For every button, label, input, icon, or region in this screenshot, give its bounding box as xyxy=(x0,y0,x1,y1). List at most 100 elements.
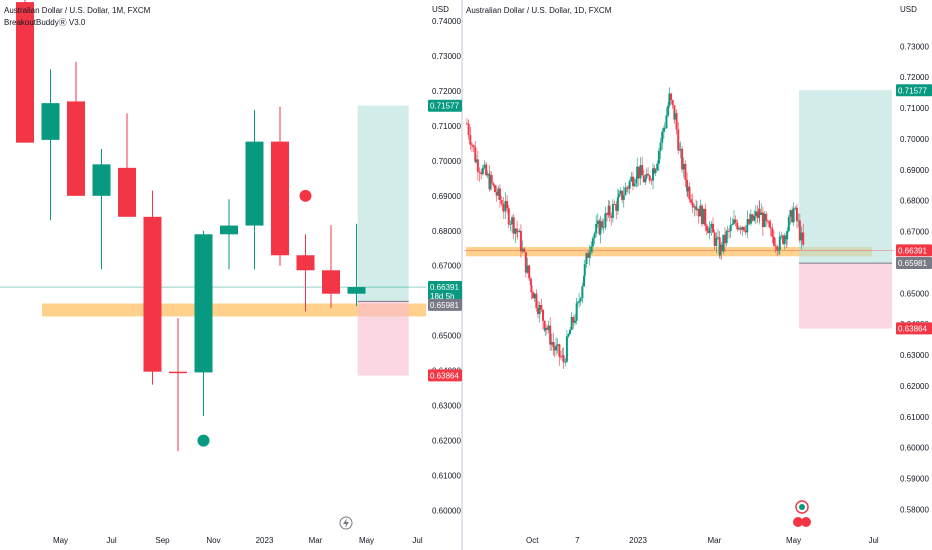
daily-candle[interactable] xyxy=(753,216,756,221)
daily-candle[interactable] xyxy=(569,329,572,335)
daily-candle[interactable] xyxy=(686,186,689,192)
daily-candle[interactable] xyxy=(514,228,517,234)
daily-candle[interactable] xyxy=(523,248,526,253)
daily-candle[interactable] xyxy=(728,230,731,232)
daily-candle[interactable] xyxy=(474,147,477,162)
daily-candle[interactable] xyxy=(593,233,596,239)
daily-candle[interactable] xyxy=(545,327,548,330)
daily-candle[interactable] xyxy=(802,232,805,245)
daily-candle[interactable] xyxy=(590,246,593,252)
daily-stop-zone[interactable] xyxy=(799,263,892,329)
daily-candle[interactable] xyxy=(610,216,613,218)
monthly-price-label[interactable] xyxy=(428,298,462,311)
daily-candle[interactable] xyxy=(497,188,500,196)
daily-candle[interactable] xyxy=(635,178,638,184)
daily-candle[interactable] xyxy=(665,115,668,129)
daily-candle[interactable] xyxy=(630,176,633,182)
daily-candle[interactable] xyxy=(800,232,803,241)
daily-candle[interactable] xyxy=(737,227,740,230)
daily-candle[interactable] xyxy=(547,325,550,330)
daily-candle[interactable] xyxy=(772,236,775,246)
daily-candle[interactable] xyxy=(583,264,586,276)
daily-candle[interactable] xyxy=(782,235,785,244)
daily-candle[interactable] xyxy=(697,208,700,217)
daily-candle[interactable] xyxy=(543,320,546,331)
daily-candle[interactable] xyxy=(615,204,618,211)
daily-candle[interactable] xyxy=(673,105,676,120)
daily-candle[interactable] xyxy=(502,210,505,212)
daily-candle[interactable] xyxy=(684,163,687,180)
monthly-price-label[interactable] xyxy=(428,369,462,382)
daily-candle[interactable] xyxy=(661,131,664,143)
monthly-candle[interactable] xyxy=(118,167,136,217)
monthly-candle[interactable] xyxy=(220,225,238,235)
daily-candle[interactable] xyxy=(518,230,521,233)
daily-candle[interactable] xyxy=(538,304,541,315)
daily-candle[interactable] xyxy=(567,334,570,337)
daily-candle[interactable] xyxy=(588,251,591,258)
daily-candle[interactable] xyxy=(678,149,681,151)
daily-candle[interactable] xyxy=(783,235,786,244)
daily-candle[interactable] xyxy=(481,167,484,175)
daily-candle[interactable] xyxy=(521,248,524,252)
daily-candle[interactable] xyxy=(574,320,577,323)
daily-candle[interactable] xyxy=(734,219,737,223)
daily-candle[interactable] xyxy=(758,208,761,215)
daily-candle[interactable] xyxy=(716,237,719,239)
daily-candle[interactable] xyxy=(472,145,475,148)
daily-candle[interactable] xyxy=(575,303,578,321)
daily-candle[interactable] xyxy=(749,214,752,224)
daily-candle[interactable] xyxy=(645,173,648,179)
daily-candle[interactable] xyxy=(656,163,659,171)
daily-candle[interactable] xyxy=(715,237,718,246)
daily-candle[interactable] xyxy=(485,164,488,176)
daily-candle[interactable] xyxy=(544,327,547,331)
daily-candle[interactable] xyxy=(690,199,693,203)
daily-candle[interactable] xyxy=(719,244,721,256)
monthly-candle[interactable] xyxy=(41,103,60,140)
daily-candle[interactable] xyxy=(602,227,605,229)
daily-breakout-zone[interactable] xyxy=(466,247,872,257)
daily-price-label[interactable] xyxy=(896,322,932,335)
daily-candle[interactable] xyxy=(555,345,558,351)
daily-candle[interactable] xyxy=(576,302,579,304)
daily-candle[interactable] xyxy=(654,170,657,174)
daily-candle[interactable] xyxy=(516,228,519,232)
daily-candle[interactable] xyxy=(756,211,759,218)
daily-candle[interactable] xyxy=(541,309,544,321)
daily-candle[interactable] xyxy=(741,226,744,230)
daily-candle[interactable] xyxy=(601,221,604,228)
daily-candle[interactable] xyxy=(786,231,789,240)
daily-candle[interactable] xyxy=(549,325,552,345)
daily-candle[interactable] xyxy=(736,222,739,230)
daily-candle[interactable] xyxy=(578,301,581,303)
daily-candle[interactable] xyxy=(787,216,790,232)
daily-candle[interactable] xyxy=(754,211,757,217)
daily-candle[interactable] xyxy=(490,175,493,184)
daily-candle[interactable] xyxy=(644,178,647,183)
daily-candle[interactable] xyxy=(659,142,662,151)
daily-candle[interactable] xyxy=(583,275,586,287)
daily-candle[interactable] xyxy=(552,342,555,348)
monthly-price-label[interactable] xyxy=(428,289,462,302)
daily-candle[interactable] xyxy=(744,230,747,233)
daily-candle[interactable] xyxy=(648,175,651,181)
daily-candle[interactable] xyxy=(540,304,543,310)
daily-candle[interactable] xyxy=(591,238,594,247)
monthly-signal-marker[interactable] xyxy=(197,434,210,447)
daily-candle[interactable] xyxy=(570,317,573,330)
daily-candle[interactable] xyxy=(519,230,522,252)
daily-candle[interactable] xyxy=(713,232,716,246)
daily-candle[interactable] xyxy=(511,217,514,225)
monthly-candle[interactable] xyxy=(67,101,85,196)
daily-candle[interactable] xyxy=(642,175,645,183)
daily-candle[interactable] xyxy=(495,191,498,196)
daily-candle[interactable] xyxy=(480,172,483,175)
daily-candle[interactable] xyxy=(641,165,644,176)
daily-candle[interactable] xyxy=(556,344,559,346)
daily-candle[interactable] xyxy=(789,210,792,217)
daily-candle[interactable] xyxy=(524,252,527,273)
monthly-price-label[interactable] xyxy=(428,99,462,112)
daily-candle[interactable] xyxy=(613,204,616,205)
daily-candle[interactable] xyxy=(739,227,742,230)
